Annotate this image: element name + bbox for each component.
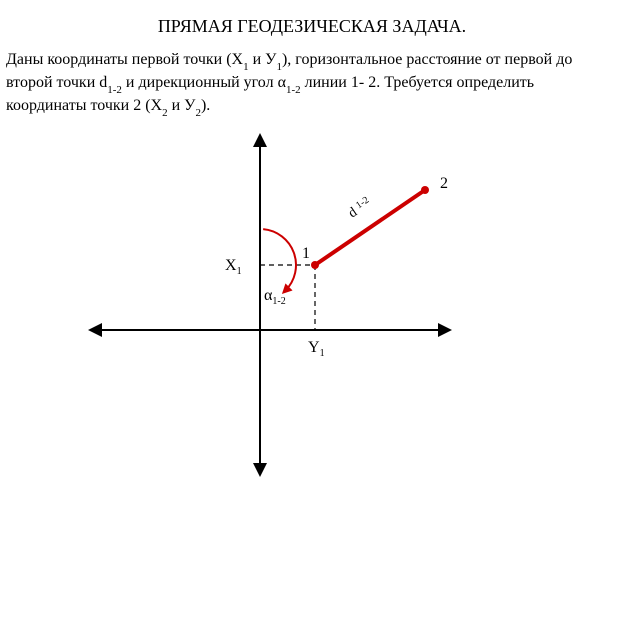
geodesic-diagram: Х1 Y1 1 2 α1-2 d 1-2 bbox=[0, 130, 624, 500]
page: ПРЯМАЯ ГЕОДЕЗИЧЕСКАЯ ЗАДАЧА. Даны коорди… bbox=[0, 0, 624, 624]
page-title: ПРЯМАЯ ГЕОДЕЗИЧЕСКАЯ ЗАДАЧА. bbox=[0, 16, 624, 37]
diagram-svg: Х1 Y1 1 2 α1-2 d 1-2 bbox=[0, 130, 624, 500]
label-point-2: 2 bbox=[440, 175, 448, 192]
label-point-1: 1 bbox=[302, 245, 310, 262]
point-1-dot bbox=[311, 261, 319, 269]
label-alpha: α1-2 bbox=[264, 287, 286, 307]
problem-text: Даны координаты первой точки (Х1 и У1), … bbox=[6, 50, 614, 119]
point-2-dot bbox=[421, 186, 429, 194]
line-1-2 bbox=[315, 190, 425, 265]
label-x1: Х1 bbox=[225, 257, 242, 277]
label-d: d 1-2 bbox=[345, 195, 374, 222]
label-y1: Y1 bbox=[308, 339, 325, 359]
angle-arc bbox=[263, 229, 296, 290]
